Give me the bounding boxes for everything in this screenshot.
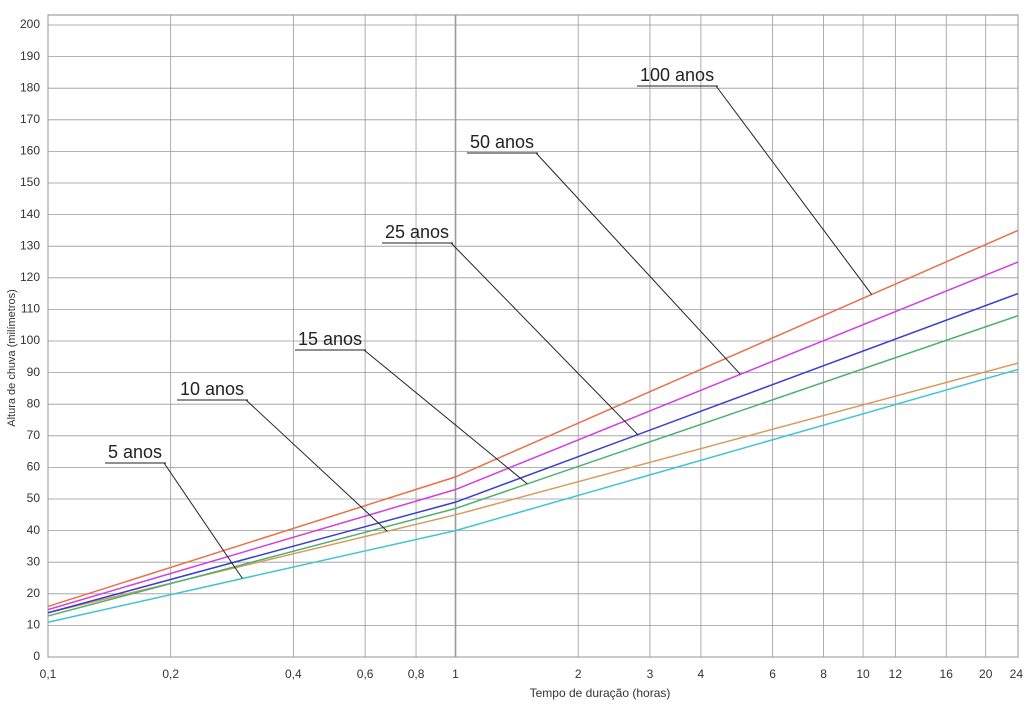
x-tick-label: 24 xyxy=(1010,667,1024,681)
y-tick-label: 110 xyxy=(21,302,40,316)
x-tick-label: 3 xyxy=(647,667,654,681)
x-tick-label: 0,1 xyxy=(40,667,57,681)
label-leader xyxy=(535,152,741,375)
label-leader xyxy=(245,399,388,532)
x-tick-label: 2 xyxy=(575,667,582,681)
x-tick-label: 0,8 xyxy=(408,667,425,681)
y-tick-label: 40 xyxy=(27,523,41,537)
y-tick-label: 200 xyxy=(20,17,40,31)
series-line xyxy=(47,362,1019,614)
x-tick-label: 4 xyxy=(698,667,705,681)
x-tick-label: 12 xyxy=(889,667,903,681)
y-tick-label: 0 xyxy=(33,649,40,663)
series-label: 50 anos xyxy=(470,132,534,152)
label-leader xyxy=(715,85,873,295)
x-tick-label: 0,4 xyxy=(285,667,302,681)
label-leader xyxy=(363,349,528,485)
y-tick-label: 180 xyxy=(20,80,40,94)
x-tick-label: 10 xyxy=(856,667,870,681)
y-tick-label: 120 xyxy=(20,270,40,284)
series-label: 25 anos xyxy=(385,222,449,242)
y-tick-label: 90 xyxy=(27,365,41,379)
y-tick-label: 140 xyxy=(20,207,40,221)
y-tick-label: 60 xyxy=(27,460,41,474)
x-tick-label: 0,6 xyxy=(357,667,374,681)
y-tick-label: 30 xyxy=(27,554,41,568)
x-tick-label: 16 xyxy=(940,667,954,681)
y-tick-label: 10 xyxy=(27,618,41,632)
series-label: 15 anos xyxy=(298,329,362,349)
x-tick-label: 8 xyxy=(820,667,827,681)
series-line xyxy=(47,315,1019,617)
x-tick-label: 6 xyxy=(769,667,776,681)
series-line xyxy=(47,292,1019,614)
y-tick-label: 150 xyxy=(20,175,40,189)
y-tick-label: 50 xyxy=(27,491,41,505)
y-tick-label: 80 xyxy=(27,396,41,410)
label-leader xyxy=(163,462,243,579)
y-axis-label: Altura de chuva (milímetros) xyxy=(6,289,18,427)
y-tick-label: 190 xyxy=(20,49,40,63)
x-axis-label: Tempo de duração (horas) xyxy=(530,686,671,700)
series-line xyxy=(47,368,1019,623)
series-label: 5 anos xyxy=(108,442,162,462)
series-label: 100 anos xyxy=(640,65,714,85)
series-line xyxy=(47,229,1019,608)
y-tick-label: 160 xyxy=(20,144,40,158)
series-line xyxy=(47,261,1019,611)
x-tick-label: 20 xyxy=(979,667,993,681)
x-tick-label: 1 xyxy=(452,667,459,681)
y-tick-label: 170 xyxy=(20,112,40,126)
label-leader xyxy=(450,242,639,435)
y-tick-label: 20 xyxy=(27,586,41,600)
x-tick-label: 0,2 xyxy=(162,667,179,681)
series-label: 10 anos xyxy=(180,379,244,399)
y-tick-label: 100 xyxy=(20,333,40,347)
y-tick-label: 70 xyxy=(27,428,41,442)
y-tick-label: 130 xyxy=(20,238,40,252)
